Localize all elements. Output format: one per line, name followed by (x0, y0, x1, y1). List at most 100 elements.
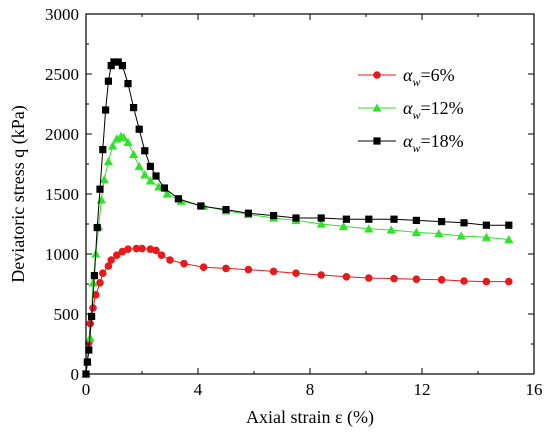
data-point (118, 62, 126, 70)
data-point (481, 232, 491, 241)
data-point (504, 235, 514, 244)
axis-ticks (85, 13, 535, 375)
data-point (160, 184, 168, 192)
data-point (166, 256, 174, 264)
axis-tick-labels: 0 4 8 12 16 0 500 1000 1500 2000 2500 3000 (45, 5, 543, 399)
legend-label: αw=18% (403, 131, 464, 155)
data-point (222, 264, 230, 273)
data-point (85, 346, 93, 354)
data-point (140, 170, 150, 179)
data-point (244, 265, 253, 274)
data-point (152, 246, 160, 255)
data-point (113, 251, 121, 259)
data-point (119, 133, 129, 142)
data-point (316, 219, 326, 228)
data-point (412, 275, 421, 284)
y-tick-label: 2000 (45, 125, 79, 144)
series-2 (81, 131, 514, 378)
legend-label: αw=12% (403, 98, 464, 122)
y-tick-label: 1000 (45, 245, 79, 264)
data-point (199, 263, 208, 272)
data-point (317, 271, 326, 279)
data-point (145, 176, 155, 185)
data-point (123, 137, 133, 147)
y-tick-label: 2500 (45, 65, 79, 84)
legend-label-value: =6% (420, 65, 454, 85)
data-point (456, 231, 466, 240)
data-point (482, 221, 490, 229)
data-point (152, 172, 160, 180)
legend-entry: αw=6% (358, 65, 455, 89)
data-point (342, 273, 351, 281)
legend-marker (373, 71, 381, 79)
x-axis-title: Axial strain ε (%) (246, 407, 374, 428)
y-tick-label: 1500 (45, 185, 79, 204)
data-point (99, 269, 107, 278)
data-point (103, 157, 113, 166)
data-point (96, 185, 104, 193)
data-point (244, 209, 252, 217)
data-point (99, 175, 109, 184)
legend-label-value: =18% (420, 131, 463, 151)
data-point (130, 104, 138, 112)
x-tick-label: 12 (414, 380, 431, 399)
legend: αw=6% αw=12% αw=18% (358, 65, 464, 155)
data-point (93, 224, 101, 232)
data-point (197, 202, 205, 210)
data-point (96, 279, 104, 287)
series-line (85, 248, 509, 375)
legend-marker (373, 137, 381, 145)
data-point (364, 224, 374, 233)
data-point (437, 276, 446, 284)
data-point (365, 215, 373, 223)
data-point (108, 141, 118, 150)
data-point (92, 291, 100, 299)
data-point (438, 218, 446, 226)
data-point (135, 125, 143, 133)
data-point (138, 244, 146, 253)
data-point (104, 262, 113, 270)
legend-label-subscript: w (412, 75, 420, 89)
data-point (86, 319, 94, 328)
data-point (317, 214, 325, 222)
data-point (88, 312, 96, 320)
y-tick-label: 3000 (45, 5, 79, 24)
data-point (114, 58, 122, 66)
data-point (411, 227, 421, 237)
data-point (162, 189, 172, 198)
x-tick-label: 16 (526, 380, 543, 399)
data-point (222, 206, 230, 214)
data-point (292, 269, 300, 278)
data-point (96, 195, 106, 204)
data-point (146, 162, 154, 170)
legend-label-value: =12% (420, 98, 463, 118)
data-point (434, 229, 444, 238)
data-point (292, 214, 300, 222)
data-point (270, 212, 278, 220)
data-point (460, 219, 468, 227)
data-point (124, 245, 132, 253)
legend-label: αw=6% (403, 65, 455, 89)
legend-label-subscript: w (412, 108, 420, 122)
y-tick-label: 500 (54, 305, 80, 324)
data-point (505, 277, 513, 286)
data-point (482, 277, 491, 286)
legend-entry: αw=18% (358, 131, 464, 155)
data-point (505, 221, 513, 229)
data-point (269, 267, 278, 276)
y-tick-label: 0 (71, 365, 80, 384)
x-tick-label: 4 (194, 380, 203, 399)
series-line (85, 61, 509, 375)
data-point (104, 77, 112, 85)
plot-area-frame (85, 13, 535, 375)
data-point (174, 195, 182, 203)
data-point (460, 277, 468, 285)
data-point (412, 216, 420, 224)
data-point (83, 358, 91, 366)
data-point (134, 161, 144, 171)
data-point (390, 274, 398, 283)
series-1 (82, 244, 513, 378)
data-point (339, 221, 349, 231)
data-point (365, 274, 373, 282)
